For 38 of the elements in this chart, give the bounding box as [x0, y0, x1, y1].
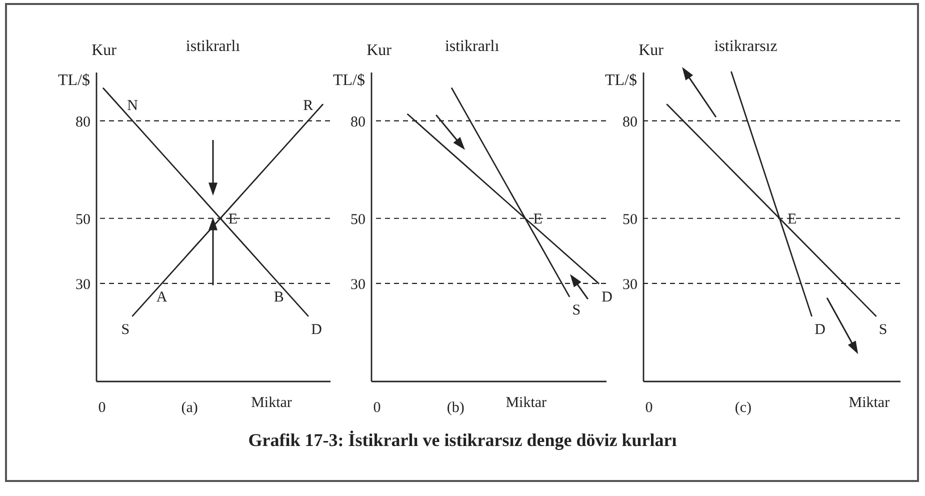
data-label: N: [127, 98, 138, 114]
series-label: S: [878, 322, 888, 338]
text: (a): [181, 400, 198, 416]
data-label: A: [156, 289, 168, 306]
data-label: B: [274, 289, 284, 306]
chart-title: istikrarsız: [714, 38, 778, 55]
y-tick-label: 50: [350, 212, 366, 228]
data-label: R: [303, 98, 314, 114]
text: 0: [98, 400, 106, 416]
y-tick-label: 80: [622, 114, 638, 130]
y-tick-label: 30: [76, 276, 90, 293]
y-tick-label: 30: [350, 276, 366, 293]
y-axis-title: Kur TL/$: [58, 42, 118, 89]
x-axis-title: Miktar: [251, 395, 292, 411]
series-label: S: [121, 322, 130, 338]
y-tick-label: 50: [76, 212, 90, 228]
text: 0: [645, 400, 653, 416]
legend-label: S: [572, 302, 581, 318]
series-label: D: [602, 289, 613, 306]
data-label: E: [533, 211, 542, 228]
text: (c): [734, 400, 752, 416]
series-label: D: [311, 322, 322, 338]
y-tick-label: 80: [350, 114, 366, 130]
y-tick-label: 80: [76, 114, 90, 130]
y-tick-label: 30: [622, 276, 638, 293]
series-label: D: [814, 322, 826, 338]
data-label: E: [228, 211, 238, 228]
text: (b): [446, 400, 464, 416]
y-axis-title: Kur TL/$: [333, 42, 392, 89]
data-label: E: [788, 211, 797, 228]
text: Grafik 17-3: İstikrarlı ve istikrarsız denge döviz kurları: [247, 429, 678, 451]
chart-title: istikrarlı: [444, 38, 500, 55]
x-axis-title: Miktar: [506, 395, 547, 411]
y-tick-label: 50: [622, 212, 638, 228]
x-axis-title: Miktar: [848, 395, 890, 411]
y-axis-title: Kur TL/$: [605, 42, 664, 89]
chart-title: istikrarlı: [186, 38, 241, 55]
text: 0: [373, 400, 381, 416]
